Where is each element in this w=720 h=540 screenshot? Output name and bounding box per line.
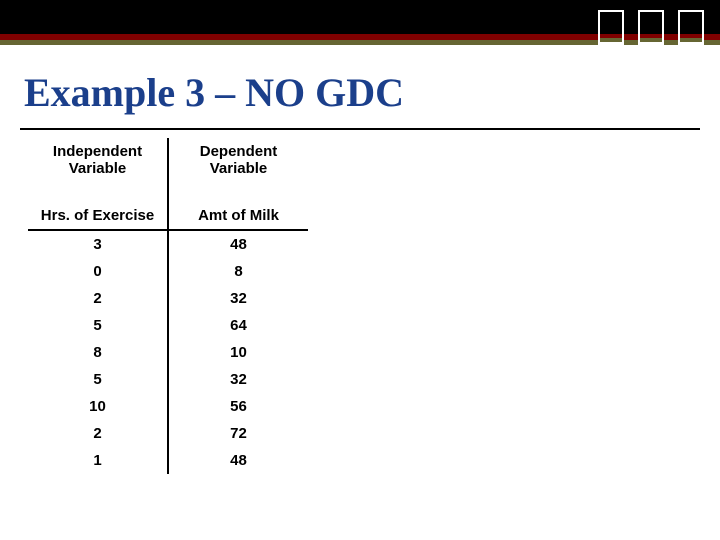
cell-y: 32 [168, 285, 308, 312]
cell-y: 8 [168, 258, 308, 285]
table-container: Independent Variable Dependent Variable … [0, 130, 720, 474]
table-row: 810 [28, 339, 308, 366]
table-row: 08 [28, 258, 308, 285]
header-indep-line1: Independent [38, 143, 157, 160]
cell-x: 3 [28, 230, 168, 258]
cell-y: 32 [168, 366, 308, 393]
header-notches [598, 10, 704, 48]
col-header-x: Hrs. of Exercise [28, 202, 168, 230]
cell-y: 48 [168, 230, 308, 258]
table-row: 272 [28, 420, 308, 447]
col-header-y: Amt of Milk [168, 202, 308, 230]
table-row: 232 [28, 285, 308, 312]
cell-x: 2 [28, 420, 168, 447]
cell-y: 10 [168, 339, 308, 366]
table-spacer-row [28, 182, 308, 202]
table-row: 532 [28, 366, 308, 393]
cell-y: 56 [168, 393, 308, 420]
cell-x: 0 [28, 258, 168, 285]
header-dep-line2: Variable [179, 160, 298, 177]
cell-x: 8 [28, 339, 168, 366]
cell-y: 72 [168, 420, 308, 447]
table-row: 148 [28, 447, 308, 474]
table-row: 564 [28, 312, 308, 339]
header-indep-line2: Variable [38, 160, 157, 177]
notch-icon [598, 10, 624, 48]
cell-x: 2 [28, 285, 168, 312]
header-dep-line1: Dependent [179, 143, 298, 160]
cell-x: 5 [28, 312, 168, 339]
cell-x: 10 [28, 393, 168, 420]
notch-icon [678, 10, 704, 48]
page-title: Example 3 – NO GDC [0, 45, 720, 128]
cell-x: 1 [28, 447, 168, 474]
data-table: Independent Variable Dependent Variable … [28, 138, 308, 474]
cell-x: 5 [28, 366, 168, 393]
notch-icon [638, 10, 664, 48]
table-header-row-1: Independent Variable Dependent Variable [28, 138, 308, 182]
table-row: 1056 [28, 393, 308, 420]
cell-y: 64 [168, 312, 308, 339]
header-decorative-band [0, 0, 720, 45]
cell-y: 48 [168, 447, 308, 474]
table-header-row-2: Hrs. of Exercise Amt of Milk [28, 202, 308, 230]
table-row: 348 [28, 230, 308, 258]
